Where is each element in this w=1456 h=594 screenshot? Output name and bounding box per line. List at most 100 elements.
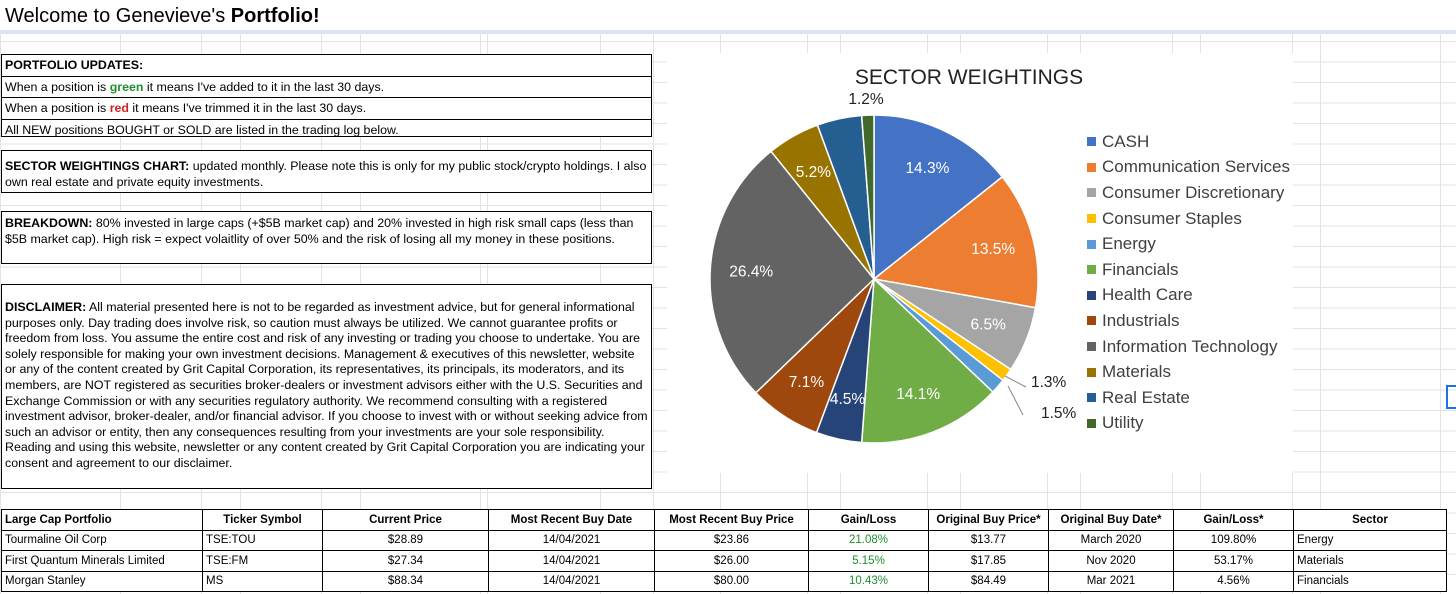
table-cell[interactable]: $26.00	[654, 550, 809, 572]
table-cell[interactable]: Tourmaline Oil Corp	[1, 529, 203, 551]
updates-text: When a position is	[5, 101, 110, 115]
updates-line-new: All NEW positions BOUGHT or SOLD are lis…	[5, 122, 399, 137]
disclaimer-box[interactable]: DISCLAIMER: All material presented here …	[1, 284, 652, 489]
disclaimer-label: DISCLAIMER:	[5, 300, 87, 314]
legend-swatch	[1087, 265, 1096, 275]
col-header[interactable]: Gain/Loss*	[1173, 509, 1294, 531]
legend-item: Utility	[1087, 411, 1290, 437]
table-cell[interactable]: 53.17%	[1173, 550, 1294, 572]
breakdown-text: 80% invested in large caps (+$5B market …	[5, 216, 634, 246]
legend-label: Communication Services	[1102, 157, 1291, 177]
legend-label: Utility	[1102, 413, 1144, 433]
table-cell[interactable]: 14/04/2021	[488, 529, 655, 551]
table-cell[interactable]: $88.34	[322, 570, 489, 592]
table-cell[interactable]: 4.56%	[1173, 570, 1294, 592]
table-cell[interactable]: Morgan Stanley	[1, 570, 203, 592]
pie-chart: SECTOR WEIGHTINGS 14.3% 13.5% 6.5% 1.3% 1.5%…	[709, 66, 1083, 444]
pie-data-label: 14.3%	[905, 160, 949, 177]
table-cell[interactable]: Mar 2021	[1048, 570, 1174, 592]
legend-label: Consumer Staples	[1102, 208, 1242, 228]
table-cell[interactable]: $13.77	[928, 529, 1049, 551]
col-header[interactable]: Sector	[1293, 509, 1447, 531]
pie-data-label: 4.5%	[830, 391, 866, 408]
legend-label: Energy	[1102, 234, 1156, 254]
title-row[interactable]: Welcome to Genevieve's Portfolio!	[0, 0, 1456, 34]
disclaimer-text: All material presented here is not to be…	[5, 300, 648, 470]
pie-data-label: 1.2%	[848, 91, 884, 108]
legend-label: Health Care	[1102, 285, 1193, 305]
col-header[interactable]: Large Cap Portfolio	[1, 509, 203, 531]
table-cell[interactable]: $23.86	[654, 529, 809, 551]
table-cell[interactable]: $17.85	[928, 550, 1049, 572]
grid-column-line	[653, 0, 654, 594]
legend-label: Industrials	[1102, 310, 1180, 330]
table-row: First Quantum Minerals Limited TSE:FM $2…	[1, 550, 1447, 572]
legend-item: Real Estate	[1087, 385, 1290, 411]
title-prefix: Welcome to Genevieve's	[5, 5, 231, 27]
red-word: red	[109, 101, 129, 115]
table-cell[interactable]: MS	[202, 570, 323, 592]
table-cell[interactable]: Energy	[1293, 529, 1447, 551]
sector-note-text: updated monthly. Please note this is onl…	[5, 159, 647, 189]
table-cell[interactable]: $27.34	[322, 550, 489, 572]
table-cell[interactable]: TSE:TOU	[202, 529, 323, 551]
legend-item: Consumer Discretionary	[1087, 180, 1290, 206]
table-cell[interactable]: 109.80%	[1173, 529, 1294, 551]
table-row: Tourmaline Oil Corp TSE:TOU $28.89 14/04…	[1, 529, 1447, 551]
table-cell[interactable]: $84.49	[928, 570, 1049, 592]
sector-note-box[interactable]: SECTOR WEIGHTINGS CHART: updated monthly…	[1, 150, 652, 193]
table-cell[interactable]: $28.89	[322, 529, 489, 551]
col-header[interactable]: Current Price	[322, 509, 489, 531]
pie-data-label: 1.3%	[1031, 374, 1067, 391]
col-header[interactable]: Gain/Loss	[808, 509, 929, 531]
table-header-row: Large Cap Portfolio Ticker Symbol Curren…	[1, 509, 1447, 531]
portfolio-updates-box[interactable]: PORTFOLIO UPDATES: When a position is gr…	[1, 54, 652, 137]
table-cell[interactable]: Financials	[1293, 570, 1447, 592]
legend-label: Financials	[1102, 259, 1179, 279]
pie-data-label: 6.5%	[971, 317, 1007, 334]
legend-swatch	[1087, 137, 1096, 147]
legend-swatch	[1087, 418, 1096, 428]
col-header[interactable]: Original Buy Price*	[928, 509, 1049, 531]
pie-slice-cash	[873, 114, 1004, 281]
updates-heading: PORTFOLIO UPDATES:	[2, 55, 651, 77]
col-header[interactable]: Original Buy Date*	[1048, 509, 1174, 531]
table-cell[interactable]: March 2020	[1048, 529, 1174, 551]
legend-swatch	[1087, 239, 1096, 249]
sector-chart-panel[interactable]: SECTOR WEIGHTINGS 14.3% 13.5% 6.5% 1.3% 1.5%…	[667, 53, 1293, 473]
pie-data-label: 5.2%	[796, 164, 832, 181]
legend-item: CASH	[1087, 129, 1290, 155]
updates-text: it means I've added to it in the last 30…	[143, 79, 385, 94]
legend-item: Materials	[1087, 359, 1290, 385]
leader-line	[1007, 385, 1024, 416]
table-cell[interactable]: 14/04/2021	[488, 570, 655, 592]
table-cell[interactable]: TSE:FM	[202, 550, 323, 572]
table-cell[interactable]: Materials	[1293, 550, 1447, 572]
cell-selection-indicator	[1446, 385, 1456, 409]
updates-text: When a position is	[5, 79, 110, 94]
legend-item: Information Technology	[1087, 334, 1290, 360]
legend-item: Industrials	[1087, 308, 1290, 334]
table-cell[interactable]: Nov 2020	[1048, 550, 1174, 572]
pie-data-label: 13.5%	[971, 241, 1015, 258]
table-cell[interactable]: 10.43%	[808, 570, 929, 592]
legend-item: Financials	[1087, 257, 1290, 283]
legend-swatch	[1087, 316, 1096, 326]
table-cell[interactable]: First Quantum Minerals Limited	[1, 550, 203, 572]
legend-label: CASH	[1102, 131, 1150, 151]
legend-label: Real Estate	[1102, 387, 1190, 407]
legend-swatch	[1087, 367, 1096, 377]
portfolio-table: Large Cap Portfolio Ticker Symbol Curren…	[1, 509, 1447, 592]
col-header[interactable]: Most Recent Buy Date	[488, 509, 655, 531]
pie-slice-information-technology	[709, 150, 876, 394]
table-row: Morgan Stanley MS $88.34 14/04/2021 $80.…	[1, 570, 1447, 592]
col-header[interactable]: Ticker Symbol	[202, 509, 323, 531]
table-cell[interactable]: 14/04/2021	[488, 550, 655, 572]
table-cell[interactable]: 21.08%	[808, 529, 929, 551]
col-header[interactable]: Most Recent Buy Price	[654, 509, 809, 531]
legend-item: Energy	[1087, 231, 1290, 257]
breakdown-box[interactable]: BREAKDOWN: 80% invested in large caps (+…	[1, 211, 652, 264]
pie-data-label: 7.1%	[789, 374, 825, 391]
table-cell[interactable]: 5.15%	[808, 550, 929, 572]
table-cell[interactable]: $80.00	[654, 570, 809, 592]
